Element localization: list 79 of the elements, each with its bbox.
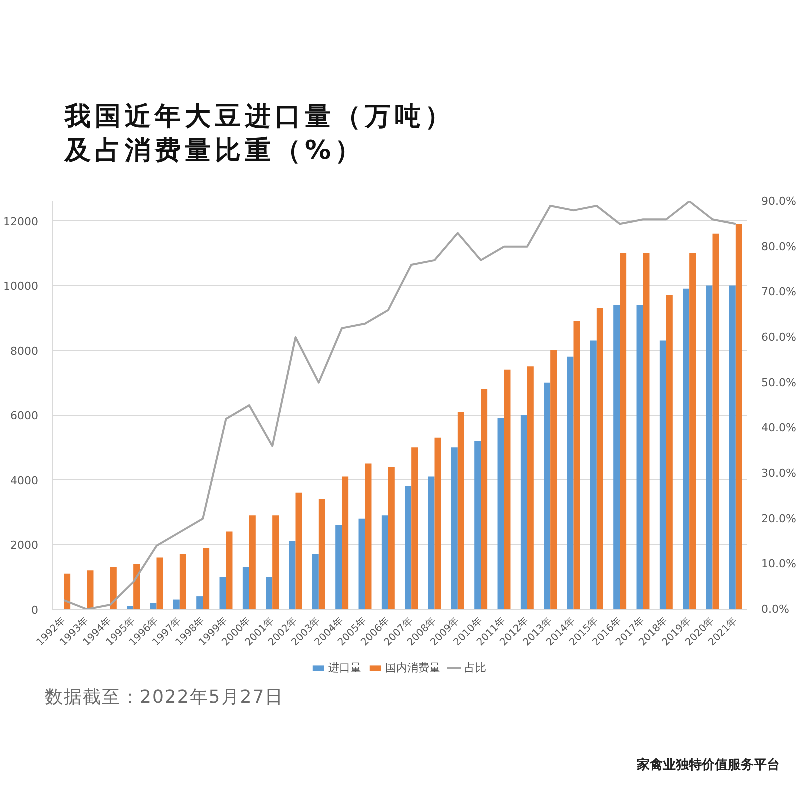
- bar: [196, 596, 204, 610]
- y-tick-label: 6000: [10, 410, 39, 423]
- bar: [203, 548, 210, 610]
- bar: [636, 305, 644, 610]
- bar: [365, 464, 372, 610]
- bar: [110, 567, 117, 610]
- bar: [683, 288, 690, 610]
- bar: [590, 340, 597, 610]
- bar: [428, 476, 435, 610]
- y-tick-label: 10000: [4, 280, 39, 294]
- bar: [173, 600, 180, 610]
- bar: [458, 412, 464, 610]
- bar: [451, 448, 458, 610]
- y-tick-label: 8000: [10, 344, 39, 358]
- bar: [706, 286, 713, 610]
- bar: [434, 438, 442, 610]
- y2-tick-label: 80.0%: [762, 240, 796, 254]
- bar: [498, 418, 504, 610]
- y2-tick-label: 30.0%: [762, 467, 796, 480]
- bar: [266, 577, 273, 610]
- y2-tick-label: 50.0%: [762, 376, 796, 390]
- y-tick-label: 12000: [4, 215, 39, 228]
- bar: [336, 525, 342, 610]
- y2-tick-label: 60.0%: [762, 331, 796, 344]
- y2-tick-label: 90.0%: [762, 195, 796, 208]
- bar: [481, 389, 488, 610]
- bar: [527, 366, 534, 610]
- bar: [567, 356, 574, 610]
- y-tick-label: 2000: [10, 539, 39, 552]
- y2-tick-label: 0.0%: [762, 603, 790, 616]
- legend-label: 进口量: [328, 660, 362, 676]
- bar: [544, 382, 551, 610]
- bar: [318, 499, 326, 610]
- line-series: [63, 202, 737, 610]
- bar: [242, 567, 250, 610]
- bar: [620, 253, 627, 610]
- bar: [666, 295, 673, 610]
- y2-tick-label: 10.0%: [762, 558, 796, 571]
- y2-tick-label: 40.0%: [762, 422, 796, 435]
- bar: [220, 577, 226, 610]
- bar: [249, 516, 256, 610]
- bar: [388, 467, 395, 610]
- bar: [312, 554, 319, 610]
- bar: [405, 486, 412, 610]
- legend-label: 占比: [464, 660, 486, 676]
- bar: [736, 224, 742, 610]
- bar: [358, 518, 366, 610]
- bar: [690, 253, 696, 610]
- bar: [342, 476, 349, 610]
- bar: [474, 441, 482, 610]
- bar: [226, 532, 233, 610]
- bar: [296, 492, 302, 610]
- bar: [134, 564, 140, 610]
- y-tick-label: 4000: [10, 474, 39, 488]
- bar: [643, 253, 650, 610]
- y2-tick-label: 20.0%: [762, 512, 796, 526]
- bar: [729, 286, 736, 610]
- bar: [520, 415, 528, 610]
- bar: [596, 308, 604, 610]
- bar: [504, 370, 511, 610]
- bar: [272, 516, 280, 610]
- bar: [64, 574, 71, 610]
- bar: [614, 305, 620, 610]
- bar: [382, 516, 388, 610]
- text: 数据截至：2022年5月27日: [45, 686, 284, 710]
- bar: [712, 234, 720, 610]
- chart-title: 我国近年大豆进口量（万吨）及占消费量比重（%）: [65, 101, 456, 168]
- bar: [289, 542, 296, 610]
- bar: [150, 603, 157, 610]
- y-tick-label: 0: [32, 604, 38, 617]
- bar: [412, 448, 418, 610]
- legend-label: 国内消费量: [386, 660, 440, 676]
- text: 家禽业独特价值服务平台: [637, 757, 780, 775]
- bar: [660, 340, 666, 610]
- bar: [550, 350, 558, 610]
- bar: [156, 558, 164, 610]
- y2-tick-label: 70.0%: [762, 286, 796, 299]
- bar: [574, 321, 580, 610]
- bar: [180, 554, 186, 610]
